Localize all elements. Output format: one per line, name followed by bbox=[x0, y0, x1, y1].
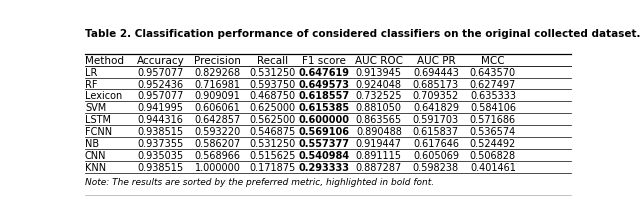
Text: 0.635333: 0.635333 bbox=[470, 91, 516, 101]
Text: 0.881050: 0.881050 bbox=[356, 103, 402, 113]
Text: MCC: MCC bbox=[481, 56, 505, 65]
Text: Note: The results are sorted by the preferred metric, highlighted in bold font.: Note: The results are sorted by the pref… bbox=[85, 177, 434, 186]
Text: Lexicon: Lexicon bbox=[85, 91, 122, 101]
Text: 0.935035: 0.935035 bbox=[138, 150, 184, 160]
Text: 0.615385: 0.615385 bbox=[299, 103, 350, 113]
Text: LSTM: LSTM bbox=[85, 115, 111, 125]
Text: 0.598238: 0.598238 bbox=[413, 162, 459, 172]
Text: CNN: CNN bbox=[85, 150, 106, 160]
Text: 0.957077: 0.957077 bbox=[138, 91, 184, 101]
Text: 0.562500: 0.562500 bbox=[249, 115, 295, 125]
Text: 0.919447: 0.919447 bbox=[356, 138, 402, 148]
Text: 0.171875: 0.171875 bbox=[249, 162, 295, 172]
Text: 0.591703: 0.591703 bbox=[413, 115, 459, 125]
Text: 0.732525: 0.732525 bbox=[356, 91, 402, 101]
Text: 0.913945: 0.913945 bbox=[356, 67, 402, 77]
Text: 0.605069: 0.605069 bbox=[413, 150, 459, 160]
Text: 0.617646: 0.617646 bbox=[413, 138, 459, 148]
Text: 0.647619: 0.647619 bbox=[299, 67, 350, 77]
Text: 0.938515: 0.938515 bbox=[138, 126, 184, 136]
Text: AUC PR: AUC PR bbox=[417, 56, 455, 65]
Text: 0.618557: 0.618557 bbox=[299, 91, 350, 101]
Text: 0.627497: 0.627497 bbox=[470, 79, 516, 89]
Text: 0.468750: 0.468750 bbox=[249, 91, 295, 101]
Text: SVM: SVM bbox=[85, 103, 106, 113]
Text: 0.531250: 0.531250 bbox=[249, 138, 295, 148]
Text: 0.606061: 0.606061 bbox=[195, 103, 241, 113]
Text: 0.909091: 0.909091 bbox=[195, 91, 241, 101]
Text: 0.524492: 0.524492 bbox=[470, 138, 516, 148]
Text: 0.571686: 0.571686 bbox=[470, 115, 516, 125]
Text: 0.625000: 0.625000 bbox=[249, 103, 295, 113]
Text: 0.957077: 0.957077 bbox=[138, 67, 184, 77]
Text: 0.401461: 0.401461 bbox=[470, 162, 516, 172]
Text: 0.863565: 0.863565 bbox=[356, 115, 402, 125]
Text: FCNN: FCNN bbox=[85, 126, 112, 136]
Text: 0.615837: 0.615837 bbox=[413, 126, 459, 136]
Text: 0.568966: 0.568966 bbox=[195, 150, 241, 160]
Text: 0.685173: 0.685173 bbox=[413, 79, 459, 89]
Text: 0.952436: 0.952436 bbox=[138, 79, 184, 89]
Text: 0.890488: 0.890488 bbox=[356, 126, 402, 136]
Text: 0.642857: 0.642857 bbox=[195, 115, 241, 125]
Text: 0.506828: 0.506828 bbox=[470, 150, 516, 160]
Text: 0.515625: 0.515625 bbox=[249, 150, 296, 160]
Text: 0.540984: 0.540984 bbox=[299, 150, 350, 160]
Text: 0.641829: 0.641829 bbox=[413, 103, 459, 113]
Text: 0.716981: 0.716981 bbox=[195, 79, 241, 89]
Text: 0.569106: 0.569106 bbox=[299, 126, 350, 136]
Text: 0.891115: 0.891115 bbox=[356, 150, 402, 160]
Text: 0.694443: 0.694443 bbox=[413, 67, 459, 77]
Text: KNN: KNN bbox=[85, 162, 106, 172]
Text: NB: NB bbox=[85, 138, 99, 148]
Text: 0.924048: 0.924048 bbox=[356, 79, 402, 89]
Text: 0.586207: 0.586207 bbox=[195, 138, 241, 148]
Text: 0.531250: 0.531250 bbox=[249, 67, 295, 77]
Text: 0.557377: 0.557377 bbox=[299, 138, 350, 148]
Text: Accuracy: Accuracy bbox=[137, 56, 184, 65]
Text: 0.709352: 0.709352 bbox=[413, 91, 459, 101]
Text: 0.584106: 0.584106 bbox=[470, 103, 516, 113]
Text: 0.938515: 0.938515 bbox=[138, 162, 184, 172]
Text: 0.944316: 0.944316 bbox=[138, 115, 184, 125]
Text: Table 2. Classification performance of considered classifiers on the original co: Table 2. Classification performance of c… bbox=[85, 29, 640, 39]
Text: 0.829268: 0.829268 bbox=[195, 67, 241, 77]
Text: 0.937355: 0.937355 bbox=[138, 138, 184, 148]
Text: Method: Method bbox=[85, 56, 124, 65]
Text: AUC ROC: AUC ROC bbox=[355, 56, 403, 65]
Text: 0.293333: 0.293333 bbox=[299, 162, 350, 172]
Text: RF: RF bbox=[85, 79, 97, 89]
Text: 0.593750: 0.593750 bbox=[249, 79, 295, 89]
Text: 0.643570: 0.643570 bbox=[470, 67, 516, 77]
Text: 0.887287: 0.887287 bbox=[356, 162, 402, 172]
Text: 0.941995: 0.941995 bbox=[138, 103, 184, 113]
Text: 0.536574: 0.536574 bbox=[470, 126, 516, 136]
Text: 0.593220: 0.593220 bbox=[195, 126, 241, 136]
Text: Precision: Precision bbox=[194, 56, 241, 65]
Text: 0.600000: 0.600000 bbox=[299, 115, 350, 125]
Text: https://doi.org/10.1371/journal.pone.0290762.t002: https://doi.org/10.1371/journal.pone.029… bbox=[85, 201, 316, 202]
Text: 1.000000: 1.000000 bbox=[195, 162, 241, 172]
Text: Recall: Recall bbox=[257, 56, 288, 65]
Text: F1 score: F1 score bbox=[302, 56, 346, 65]
Text: 0.546875: 0.546875 bbox=[249, 126, 295, 136]
Text: LR: LR bbox=[85, 67, 97, 77]
Text: 0.649573: 0.649573 bbox=[299, 79, 350, 89]
